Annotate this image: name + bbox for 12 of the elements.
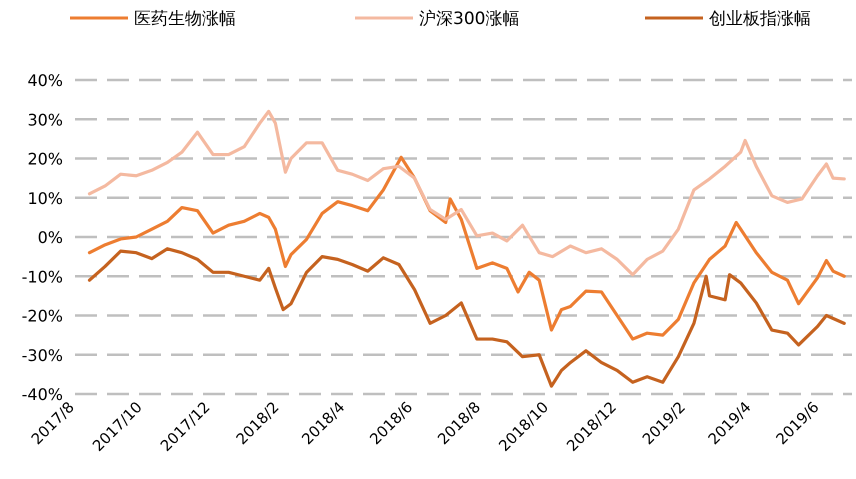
y-tick-label: 40% bbox=[27, 71, 63, 90]
y-tick-label: -40% bbox=[22, 385, 63, 404]
y-tick-label: 30% bbox=[27, 110, 63, 130]
legend-label: 医药生物涨幅 bbox=[134, 9, 236, 29]
legend-label: 创业板指涨幅 bbox=[709, 9, 811, 29]
y-tick-label: 0% bbox=[38, 228, 63, 247]
legend-label: 沪深300涨幅 bbox=[419, 9, 520, 29]
y-tick-label: -10% bbox=[22, 267, 63, 286]
y-tick-label: 10% bbox=[27, 188, 63, 208]
y-tick-label: -30% bbox=[22, 346, 63, 365]
y-tick-label: -20% bbox=[22, 306, 63, 326]
y-tick-label: 20% bbox=[27, 150, 63, 168]
